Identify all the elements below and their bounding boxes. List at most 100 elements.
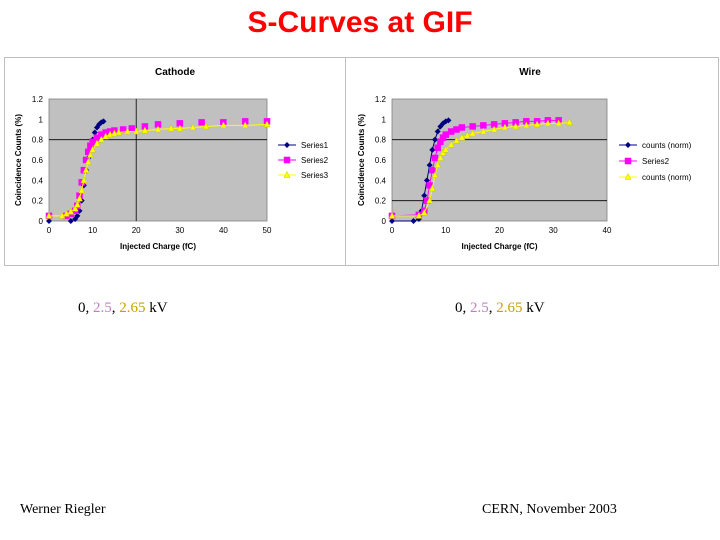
data-point bbox=[429, 146, 436, 153]
x-axis-label: Injected Charge (fC) bbox=[120, 242, 196, 251]
data-point bbox=[463, 131, 471, 139]
series-3 bbox=[388, 118, 573, 219]
data-point bbox=[432, 136, 438, 143]
footer-author: Werner Riegler bbox=[20, 502, 106, 517]
data-point bbox=[154, 125, 162, 133]
caption-value-2: 2.65 bbox=[119, 300, 146, 316]
x-tick-label: 30 bbox=[549, 226, 558, 235]
data-point bbox=[198, 119, 205, 126]
y-tick-label: 0.6 bbox=[375, 156, 387, 165]
caption-value-2: 2.65 bbox=[496, 300, 523, 316]
cathode-chart-panel: Cathode 0 0.2 0.4 0.6 0.8 1 1.2 0 10 20 30 40 50 Injec… bbox=[4, 57, 346, 266]
caption-separator: , bbox=[488, 300, 497, 316]
data-point bbox=[202, 122, 210, 130]
legend-marker bbox=[624, 157, 632, 165]
data-point bbox=[389, 218, 395, 224]
data-point bbox=[445, 117, 452, 124]
cathode-voltage-caption: 0, 2.5, 2.65 kV bbox=[78, 300, 168, 317]
caption-separator: , bbox=[111, 300, 120, 316]
y-axis-label: Coincidence Counts (%) bbox=[357, 114, 366, 206]
data-point bbox=[141, 126, 149, 134]
data-point bbox=[434, 161, 442, 168]
data-point bbox=[447, 128, 455, 135]
data-point bbox=[80, 176, 88, 184]
legend-label: Series3 bbox=[301, 171, 329, 180]
y-tick-label: 0.4 bbox=[32, 176, 44, 185]
x-tick-label: 0 bbox=[390, 226, 395, 235]
data-point bbox=[167, 124, 175, 132]
wire-chart: Wire 0 0.2 0.4 0.6 0.8 1 1.2 0 10 20 30 40 Injected C… bbox=[357, 67, 692, 251]
y-tick-label: 0.6 bbox=[32, 156, 44, 165]
y-tick-label: 0.2 bbox=[32, 197, 44, 206]
caption-separator: , bbox=[85, 300, 93, 316]
legend-label: Series1 bbox=[301, 141, 329, 150]
x-tick-label: 30 bbox=[175, 226, 184, 235]
series-3 bbox=[45, 120, 271, 219]
caption-unit: kV bbox=[522, 300, 545, 316]
data-point bbox=[442, 131, 449, 138]
data-point bbox=[176, 124, 184, 132]
y-axis-label: Coincidence Counts (%) bbox=[14, 114, 23, 206]
x-tick-label: 10 bbox=[88, 226, 97, 235]
data-point bbox=[415, 211, 423, 219]
x-tick-label: 0 bbox=[47, 226, 52, 235]
y-tick-label: 0.8 bbox=[375, 136, 387, 145]
legend-label: counts (norm) bbox=[642, 141, 692, 150]
x-tick-label: 10 bbox=[441, 226, 450, 235]
data-point bbox=[63, 209, 70, 217]
data-point bbox=[565, 118, 573, 126]
data-point bbox=[93, 139, 101, 147]
data-point bbox=[512, 122, 520, 130]
data-point bbox=[128, 125, 136, 132]
y-tick-label: 0.2 bbox=[375, 197, 387, 206]
y-tick-label: 0.4 bbox=[375, 176, 387, 185]
data-point bbox=[501, 123, 509, 131]
slide-title: S-Curves at GIF bbox=[247, 6, 473, 39]
data-point bbox=[115, 128, 123, 136]
data-point bbox=[469, 129, 477, 137]
caption-value-0: 0 bbox=[78, 300, 86, 316]
data-point bbox=[434, 128, 441, 135]
data-point bbox=[458, 124, 466, 131]
data-point bbox=[219, 121, 227, 129]
data-point bbox=[100, 118, 107, 125]
data-point bbox=[469, 123, 476, 130]
data-point bbox=[73, 200, 81, 208]
caption-separator: , bbox=[462, 300, 470, 316]
data-point bbox=[241, 121, 249, 129]
data-point bbox=[431, 171, 439, 178]
caption-value-0: 0 bbox=[455, 300, 463, 316]
data-point bbox=[522, 121, 530, 129]
y-tick-label: 1.2 bbox=[375, 95, 387, 104]
data-point bbox=[426, 162, 433, 169]
y-tick-label: 1 bbox=[39, 115, 44, 124]
x-tick-label: 20 bbox=[132, 226, 141, 235]
data-point bbox=[189, 123, 197, 131]
y-tick-label: 0 bbox=[39, 217, 44, 226]
data-point bbox=[78, 186, 86, 194]
x-tick-label: 50 bbox=[263, 226, 272, 235]
legend-marker bbox=[625, 142, 631, 148]
data-point bbox=[74, 212, 81, 219]
data-point bbox=[453, 136, 460, 144]
x-axis-label: Injected Charge (fC) bbox=[461, 242, 537, 251]
y-tick-label: 0 bbox=[382, 217, 387, 226]
data-point bbox=[447, 140, 455, 148]
data-point bbox=[124, 127, 131, 135]
data-point bbox=[84, 157, 92, 165]
wire-voltage-caption: 0, 2.5, 2.65 kV bbox=[455, 300, 545, 317]
chart-title: Cathode bbox=[155, 67, 195, 78]
legend-marker bbox=[283, 156, 291, 164]
data-point bbox=[132, 127, 140, 135]
data-point bbox=[89, 138, 96, 145]
data-point bbox=[428, 184, 436, 192]
data-point bbox=[388, 211, 396, 219]
y-tick-label: 0.8 bbox=[32, 136, 44, 145]
data-point bbox=[102, 132, 110, 140]
data-point bbox=[58, 211, 66, 219]
data-point bbox=[76, 194, 83, 202]
data-point bbox=[431, 154, 439, 162]
footer-date: CERN, November 2003 bbox=[482, 502, 617, 517]
legend-label: counts (norm) bbox=[642, 173, 692, 182]
cathode-chart: Cathode 0 0.2 0.4 0.6 0.8 1 1.2 0 10 20 30 40 50 Injec… bbox=[14, 67, 329, 251]
